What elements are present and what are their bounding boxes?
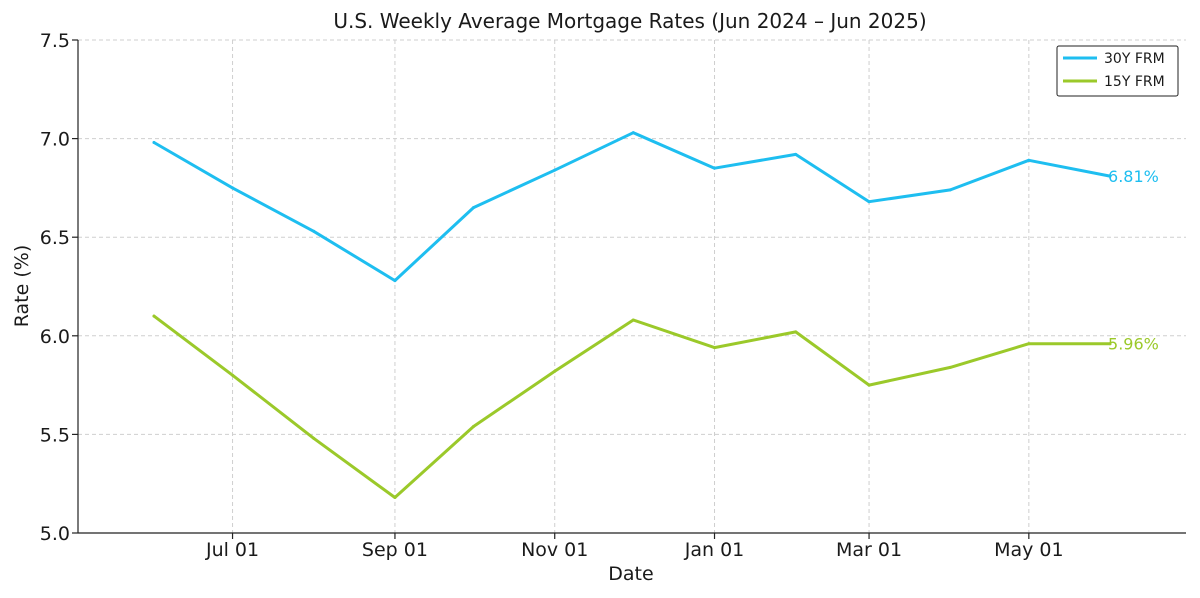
grid [78, 39, 1186, 534]
data-point-30y-frm [152, 141, 156, 145]
x-axis-title: Date [608, 563, 653, 585]
data-point-30y-frm [631, 131, 635, 135]
data-point-30y-frm [1027, 158, 1031, 162]
legend-label-15y: 15Y FRM [1104, 74, 1165, 90]
x-tick-label: Mar 01 [836, 539, 902, 561]
data-point-30y-frm [948, 188, 952, 192]
data-point-30y-frm [1108, 174, 1112, 178]
x-tick-label: Nov 01 [521, 539, 588, 561]
data-point-30y-frm [867, 200, 871, 204]
data-point-30y-frm [231, 186, 235, 190]
data-point-15y-frm [472, 425, 476, 429]
data-point-30y-frm [472, 206, 476, 210]
y-tick-label: 7.5 [40, 30, 70, 52]
x-tick-label: Jul 01 [205, 539, 259, 561]
y-tick-label: 6.0 [40, 326, 70, 348]
data-point-30y-frm [312, 229, 316, 233]
x-tick-label: Sep 01 [362, 539, 428, 561]
y-tick-label: 6.5 [40, 227, 70, 249]
data-point-15y-frm [1108, 342, 1112, 346]
data-point-30y-frm [393, 279, 397, 283]
series-line-30y-frm [152, 131, 1112, 283]
data-point-15y-frm [152, 314, 156, 318]
y-axis-title: Rate (%) [11, 245, 33, 328]
data-point-15y-frm [794, 330, 798, 334]
axes [77, 40, 1186, 534]
series-line-15y-frm [152, 314, 1112, 499]
data-point-15y-frm [553, 369, 557, 373]
data-point-15y-frm [631, 318, 635, 322]
end-value-label-15y-frm: 5.96% [1108, 335, 1159, 354]
data-point-30y-frm [553, 168, 557, 172]
y-tick-label: 5.5 [40, 424, 70, 446]
data-point-30y-frm [794, 152, 798, 156]
series [152, 131, 1112, 500]
data-point-15y-frm [312, 436, 316, 440]
legend-label-30y: 30Y FRM [1104, 51, 1165, 67]
data-point-30y-frm [713, 166, 717, 170]
y-tick-label: 5.0 [40, 523, 70, 545]
data-point-15y-frm [1027, 342, 1031, 346]
x-tick-label: Jan 01 [684, 539, 745, 561]
data-point-15y-frm [393, 496, 397, 500]
x-tick-label: May 01 [994, 539, 1064, 561]
data-point-15y-frm [867, 383, 871, 387]
end-labels: 6.81% 5.96% [1108, 167, 1159, 354]
end-value-label-30y-frm: 6.81% [1108, 167, 1159, 186]
data-point-15y-frm [948, 365, 952, 369]
y-tick-label: 7.0 [40, 129, 70, 151]
y-ticks: 5.0 5.5 6.0 6.5 7.0 7.5 [40, 30, 78, 545]
data-point-15y-frm [713, 346, 717, 350]
chart-title: U.S. Weekly Average Mortgage Rates (Jun … [333, 9, 926, 33]
legend: 30Y FRM 15Y FRM [1056, 45, 1179, 97]
data-point-15y-frm [231, 373, 235, 377]
x-ticks: Jul 01 Sep 01 Nov 01 Jan 01 Mar 01 May 01 [205, 533, 1064, 561]
